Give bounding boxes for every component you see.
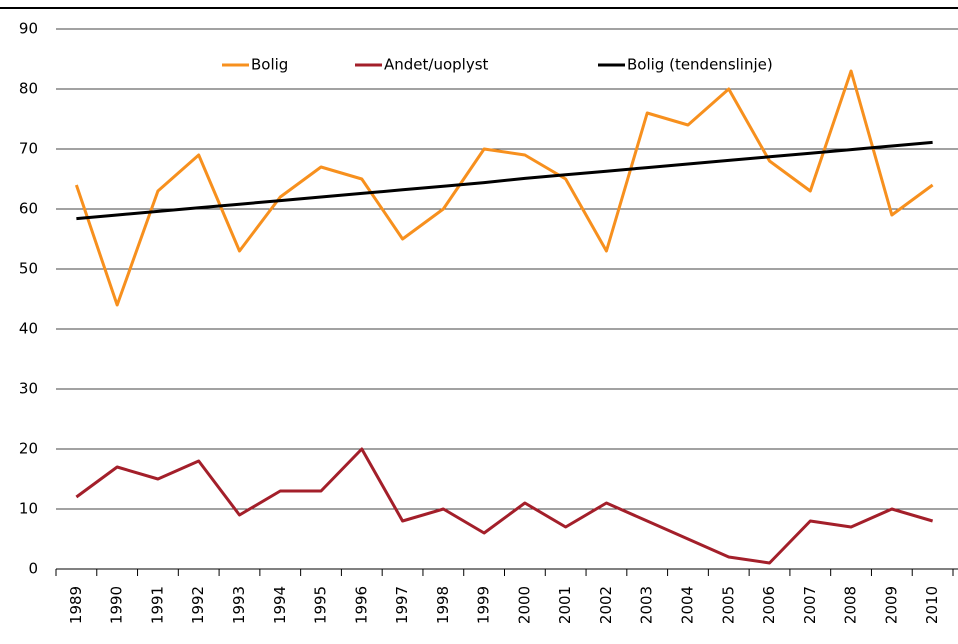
legend-label: Bolig — [251, 56, 288, 74]
x-tick-label: 1995 — [312, 586, 330, 624]
x-tick-label: 1994 — [271, 586, 289, 624]
x-tick-label: 1991 — [148, 586, 166, 624]
x-tick-label: 1989 — [67, 586, 85, 624]
y-tick-label: 60 — [19, 200, 38, 218]
x-tick-label: 1992 — [189, 586, 207, 624]
x-tick-label: 1996 — [352, 586, 370, 624]
x-tick-label: 2008 — [842, 586, 860, 624]
x-tick-label: 1993 — [230, 586, 248, 624]
y-tick-label: 70 — [19, 140, 38, 158]
y-tick-label: 20 — [19, 440, 38, 458]
x-tick-label: 2006 — [760, 586, 778, 624]
series-line — [76, 140, 933, 221]
x-tick-label: 2001 — [556, 586, 574, 624]
legend-label: Andet/uoplyst — [384, 56, 489, 74]
y-tick-label: 90 — [19, 20, 38, 38]
legend-label: Bolig (tendenslinje) — [627, 56, 773, 74]
y-tick-label: 30 — [19, 380, 38, 398]
x-tick-label: 1990 — [108, 586, 126, 624]
x-tick-label: 1997 — [393, 586, 411, 624]
x-tick-label: 2009 — [882, 586, 900, 624]
y-tick-label: 80 — [19, 80, 38, 98]
x-tick-label: 2005 — [719, 586, 737, 624]
x-tick-label: 2003 — [638, 586, 656, 624]
x-tick-label: 2000 — [515, 586, 533, 624]
x-tick-label: 2004 — [678, 586, 696, 624]
x-tick-label: 2010 — [923, 586, 941, 624]
series-line — [74, 69, 934, 307]
y-tick-label: 50 — [19, 260, 38, 278]
x-tick-label: 1999 — [475, 586, 493, 624]
y-tick-label: 0 — [28, 560, 38, 578]
y-tick-label: 40 — [19, 320, 38, 338]
x-tick-label: 2002 — [597, 586, 615, 624]
y-tick-label: 10 — [19, 500, 38, 518]
x-tick-label: 2007 — [801, 586, 819, 624]
x-tick-label: 1998 — [434, 586, 452, 624]
series-line — [75, 447, 934, 565]
